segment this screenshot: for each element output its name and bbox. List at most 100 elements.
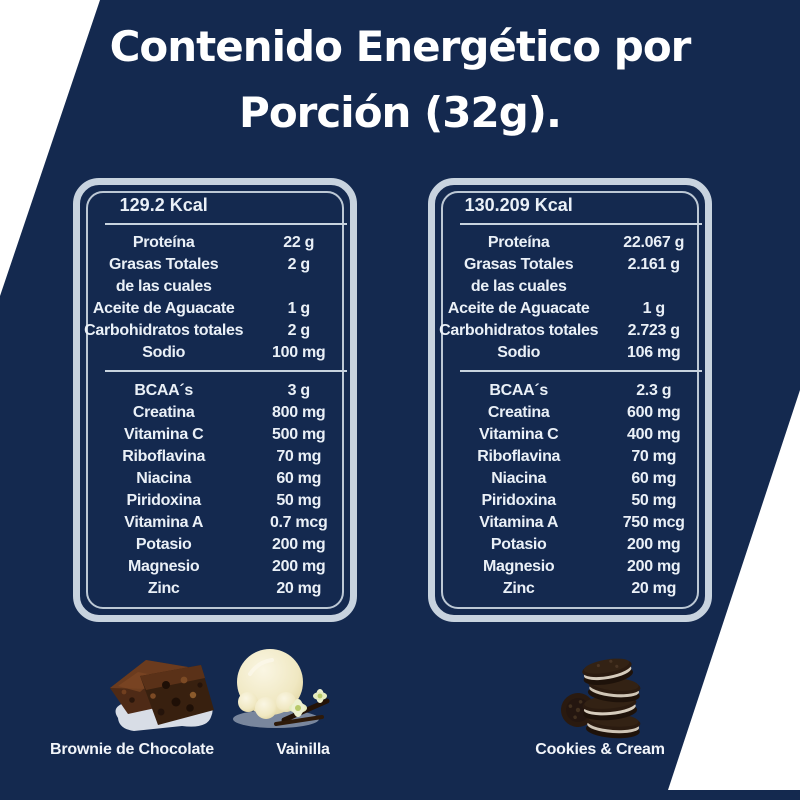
nutrient-value: 50 mg [631,492,677,509]
nutrient-value: 100 mg [272,344,326,361]
nutrient-label: Aceite de Aguacate [447,300,590,317]
nutrient-row: Sodio 106 mg [435,342,705,364]
kcal-value: 129.2 Kcal [119,195,208,215]
nutrient-row: Zinc 20 mg [80,578,350,600]
micros-section: BCAA´s 3 g Creatina 800 mg Vitamina C 500 mg R… [80,380,350,600]
nutrient-label: Aceite de Aguacate [92,300,235,317]
nutrient-row: BCAA´s 2.3 g [435,380,705,402]
nutrient-value [247,276,350,298]
nutrient-value: 200 mg [627,558,681,575]
nutrient-value: 60 mg [276,470,322,487]
nutrient-value: 20 mg [276,580,322,597]
nutrient-value: 1 g [642,300,666,317]
nutrient-row: Piridoxina 50 mg [435,490,705,512]
nutrient-row: Magnesio 200 mg [80,556,350,578]
nutrient-value: 106 mg [627,344,681,361]
nutrient-value: 70 mg [276,448,322,465]
page-title-line1: Contenido Energético por [109,22,692,71]
nutrient-value: 2 g [287,256,311,273]
nutrient-label: Sodio [497,344,541,361]
divider [105,370,347,372]
nutrient-label: Riboflavina [477,448,561,465]
nutrient-value: 22.067 g [623,234,685,251]
nutrient-label: Potasio [490,536,547,553]
nutrient-label: Zinc [502,580,535,597]
nutrient-label: Proteína [487,234,550,251]
nutrient-row: Niacina 60 mg [80,468,350,490]
page-title: Contenido Energético por Porción (32g). [0,14,800,146]
vanilla-flower [313,689,327,703]
vanilla-ice-cream-photo [233,649,330,728]
nutrient-value: 750 mcg [622,514,685,531]
nutrient-row: Grasas Totales 2 g [80,254,350,276]
nutrient-value: 200 mg [272,536,326,553]
kcal-row: 129.2 Kcal [80,193,350,217]
nutrient-row: Zinc 20 mg [435,578,705,600]
kcal-row: 130.209 Kcal [435,193,705,217]
cookies-photo [561,658,641,739]
nutrient-row: Aceite de Aguacate 1 g [80,298,350,320]
nutrient-row: Magnesio 200 mg [435,556,705,578]
nutrient-row: Potasio 200 mg [435,534,705,556]
nutrient-label: Vitamina C [123,426,204,443]
nutrient-row: Niacina 60 mg [435,468,705,490]
flavor-label-vainilla: Vainilla [276,741,330,758]
nutrient-label: Piridoxina [481,492,557,509]
divider [105,223,347,225]
nutrient-value: 500 mg [272,426,326,443]
nutrient-value: 70 mg [631,448,677,465]
divider [460,223,702,225]
flavor-label-cookies: Cookies & Cream [535,741,665,758]
nutrition-panel-left: 129.2 Kcal Proteína 22 g Grasas Totales 2 g… [73,178,357,622]
nutrient-label: Sodio [142,344,186,361]
nutrient-row: de las cuales [435,276,705,298]
nutrient-value: 2 g [287,322,311,339]
nutrient-row: Potasio 200 mg [80,534,350,556]
nutrient-value: 3 g [287,382,311,399]
macros-section: Proteína 22.067 g Grasas Totales 2.161 g de … [435,232,705,364]
nutrient-label: Magnesio [128,558,200,575]
flavor-label-brownie: Brownie de Chocolate [49,741,215,758]
nutrient-value: 600 mg [627,404,681,421]
nutrient-label: BCAA´s [134,382,194,399]
brownie-photo [110,660,214,731]
nutrient-value: 2.723 g [627,322,680,339]
cookie [582,658,634,685]
nutrient-row: Creatina 800 mg [80,402,350,424]
nutrient-row: Proteína 22 g [80,232,350,254]
nutrient-label: Grasas Totales [464,256,574,273]
nutrient-row: BCAA´s 3 g [80,380,350,402]
nutrient-row: Aceite de Aguacate 1 g [435,298,705,320]
nutrient-label: de las cuales [470,278,567,295]
nutrient-row: de las cuales [80,276,350,298]
nutrient-value: 2.3 g [636,382,672,399]
nutrient-value [602,276,705,298]
nutrient-row: Vitamina C 500 mg [80,424,350,446]
nutrient-value: 20 mg [631,580,677,597]
panel-inner-border [441,191,699,609]
nutrient-row: Sodio 100 mg [80,342,350,364]
nutrient-value: 400 mg [627,426,681,443]
nutrient-label: Carbohidratos totales [439,322,599,339]
nutrient-label: Niacina [136,470,192,487]
nutrient-row: Piridoxina 50 mg [80,490,350,512]
nutrient-row: Carbohidratos totales 2.723 g [435,320,705,342]
nutrient-row: Carbohidratos totales 2 g [80,320,350,342]
nutrient-row: Riboflavina 70 mg [80,446,350,468]
nutrient-value: 200 mg [272,558,326,575]
nutrient-value: 2.161 g [627,256,680,273]
macros-section: Proteína 22 g Grasas Totales 2 g de las cual… [80,232,350,364]
nutrient-label: Potasio [135,536,192,553]
nutrient-label: Proteína [132,234,195,251]
nutrient-row: Vitamina A 0.7 mcg [80,512,350,534]
nutrient-label: Piridoxina [126,492,202,509]
nutrient-value: 200 mg [627,536,681,553]
nutrient-row: Vitamina A 750 mcg [435,512,705,534]
nutrition-panel-right: 130.209 Kcal Proteína 22.067 g Grasas Tota… [428,178,712,622]
nutrient-value: 0.7 mcg [269,514,328,531]
nutrient-label: Vitamina A [479,514,559,531]
nutrient-label: Creatina [487,404,550,421]
nutrient-label: Zinc [147,580,180,597]
panel-inner-border [86,191,344,609]
